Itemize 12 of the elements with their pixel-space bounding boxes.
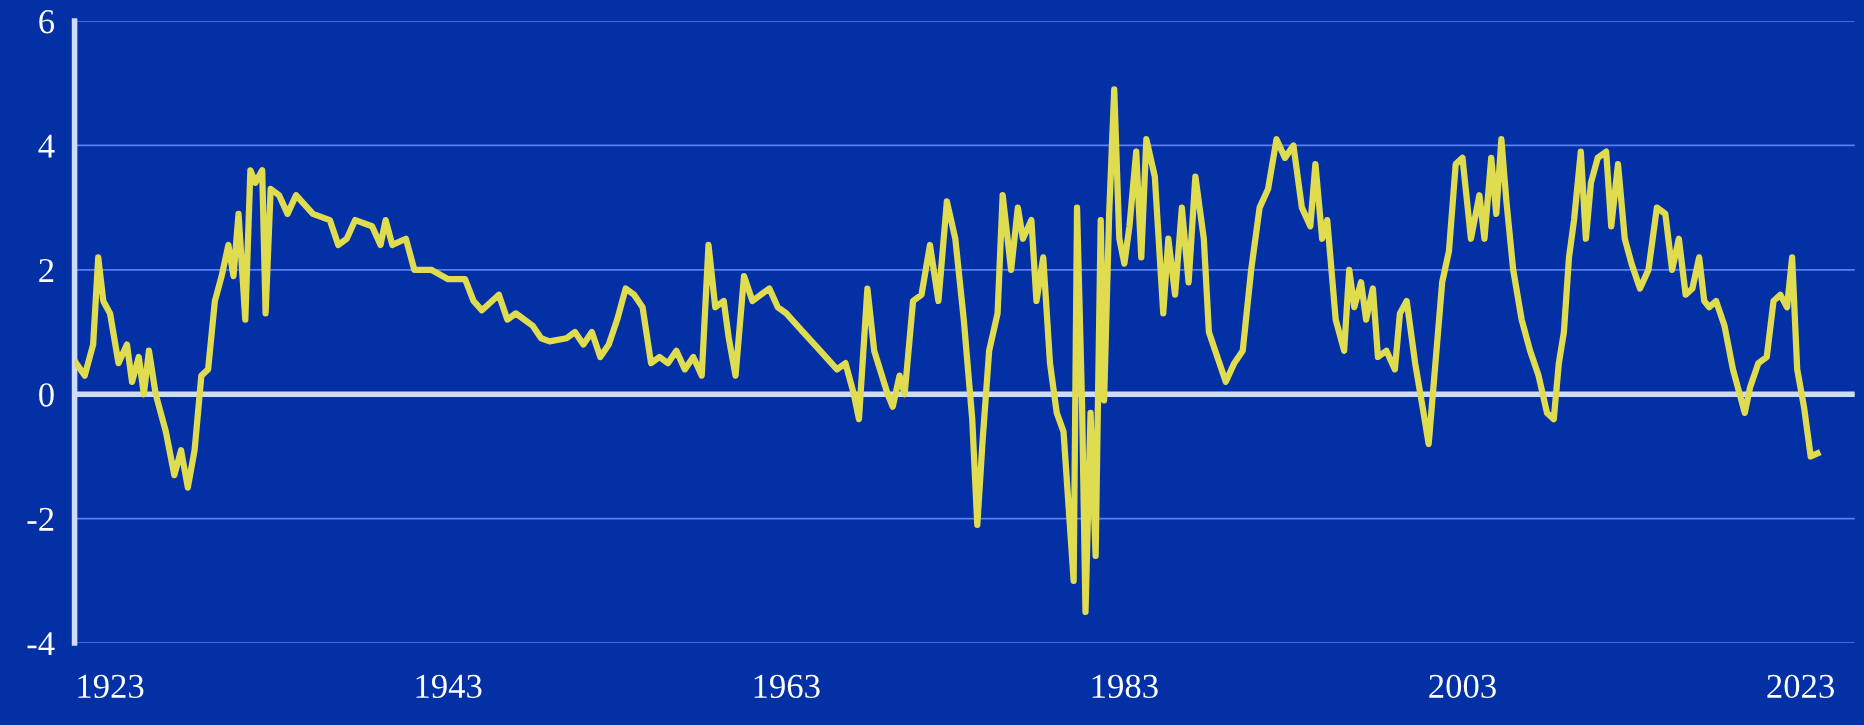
y-tick-label: 4: [38, 134, 55, 158]
x-tick-label: 1943: [416, 674, 482, 699]
x-tick-label: 2003: [1429, 674, 1496, 699]
x-tick-label: 1963: [754, 674, 820, 699]
x-tick-label: 2023: [1767, 674, 1834, 699]
y-tick-label: -2: [27, 507, 54, 531]
x-tick-label: 1983: [1092, 674, 1158, 699]
x-tick-label: 1923: [78, 674, 144, 699]
y-tick-label: 2: [39, 258, 54, 282]
y-tick-label: 6: [39, 10, 55, 34]
y-tick-label: -4: [27, 632, 55, 656]
y-tick-label: 0: [39, 383, 54, 407]
